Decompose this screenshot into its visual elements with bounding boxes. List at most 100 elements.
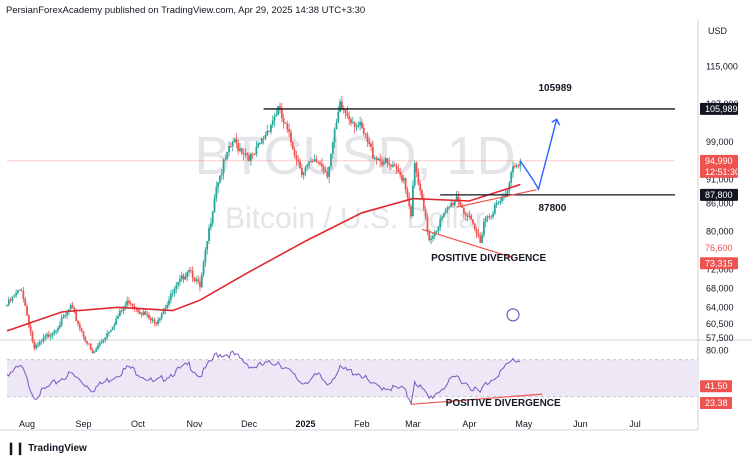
- price-label-text: 76,600: [705, 243, 733, 253]
- candle-body: [481, 234, 483, 243]
- candle-body: [228, 146, 230, 152]
- candle-body: [149, 318, 152, 321]
- candle-body: [324, 170, 327, 173]
- candle: [260, 137, 263, 145]
- candle-body: [100, 341, 103, 344]
- candle: [328, 166, 331, 184]
- candle-body: [341, 101, 343, 109]
- candle-body: [29, 326, 32, 333]
- candle: [479, 232, 482, 243]
- candle-body: [202, 262, 205, 275]
- candle-body: [158, 318, 161, 321]
- candles: [6, 95, 522, 355]
- candle: [308, 160, 311, 169]
- candle: [208, 224, 210, 244]
- candle: [459, 197, 462, 208]
- time-tick-label: Jul: [629, 419, 641, 429]
- time-tick-label: May: [515, 419, 533, 429]
- candle-body: [306, 164, 309, 168]
- candle-body: [246, 153, 249, 156]
- candle: [293, 146, 296, 159]
- candle-body: [88, 343, 90, 345]
- candle: [415, 161, 418, 178]
- candle: [9, 297, 12, 303]
- candle: [229, 142, 232, 149]
- candle: [264, 131, 267, 141]
- candle: [91, 347, 94, 355]
- candle-body: [137, 308, 139, 312]
- price-label-text: 105,989: [705, 104, 738, 114]
- candle-body: [224, 159, 227, 161]
- candle-body: [47, 334, 50, 337]
- candle: [188, 267, 190, 277]
- moving-average-line: [6, 183, 521, 332]
- candle-body: [457, 196, 460, 202]
- candle: [98, 340, 101, 348]
- candle-body: [402, 178, 405, 181]
- candle: [417, 168, 420, 186]
- candle-body: [108, 331, 110, 334]
- candle-body: [300, 167, 303, 176]
- candle-body: [266, 130, 269, 135]
- candle-body: [390, 164, 392, 167]
- candle-body: [311, 161, 314, 162]
- candle-body: [279, 105, 281, 109]
- candle: [448, 205, 451, 210]
- candle-body: [501, 197, 503, 201]
- candle: [339, 98, 341, 113]
- candle: [149, 316, 152, 324]
- candle-body: [206, 241, 209, 250]
- footer[interactable]: ❙❙ TradingView: [6, 441, 87, 455]
- candle-body: [410, 206, 412, 217]
- time-tick-label: Dec: [241, 419, 258, 429]
- candle: [200, 272, 203, 289]
- price-label: 12:51:30: [700, 165, 740, 178]
- time-tick-label: Aug: [19, 419, 35, 429]
- candle: [128, 297, 130, 306]
- candle-body: [111, 327, 114, 330]
- candle: [240, 147, 243, 155]
- candle-body: [326, 172, 329, 177]
- time-tick-label: Sep: [75, 419, 91, 429]
- candle-body: [290, 132, 292, 143]
- candle-body: [98, 343, 101, 346]
- candle: [464, 211, 467, 221]
- candle-body: [189, 270, 192, 271]
- candle: [271, 115, 274, 128]
- candle: [108, 331, 110, 337]
- price-label-text: 87,800: [705, 190, 733, 200]
- candle: [270, 124, 272, 135]
- candle: [353, 121, 356, 134]
- candle: [202, 259, 205, 278]
- candle-body: [275, 114, 278, 117]
- candle: [84, 335, 87, 343]
- rsi-value-label: 41.50: [700, 380, 732, 393]
- price-tick-label: 64,000: [706, 302, 734, 312]
- candle: [382, 158, 385, 167]
- candle-body: [77, 320, 79, 324]
- candle-body: [270, 124, 272, 132]
- candle-body: [424, 209, 427, 217]
- candle: [220, 168, 223, 181]
- price-tick-label: 115,000: [706, 61, 738, 71]
- candle: [390, 163, 392, 171]
- candle: [246, 152, 249, 161]
- candle: [344, 109, 347, 119]
- candle-body: [308, 162, 311, 165]
- price-label-box: [700, 102, 738, 115]
- price-label-text: 94,990: [705, 156, 733, 166]
- candle: [7, 296, 10, 307]
- candle-body: [466, 215, 469, 217]
- candle-body: [162, 310, 165, 315]
- candle-body: [264, 134, 267, 139]
- currency-label[interactable]: USD: [708, 26, 728, 36]
- overlays: 105989 87800 POSITIVE DIVERGENCE: [6, 83, 675, 332]
- candle-body: [78, 323, 81, 329]
- candle-body: [104, 337, 107, 340]
- candle-body: [473, 223, 476, 230]
- candle: [422, 193, 425, 211]
- candle: [266, 124, 269, 137]
- candle-body: [220, 173, 223, 176]
- candle-body: [244, 153, 247, 155]
